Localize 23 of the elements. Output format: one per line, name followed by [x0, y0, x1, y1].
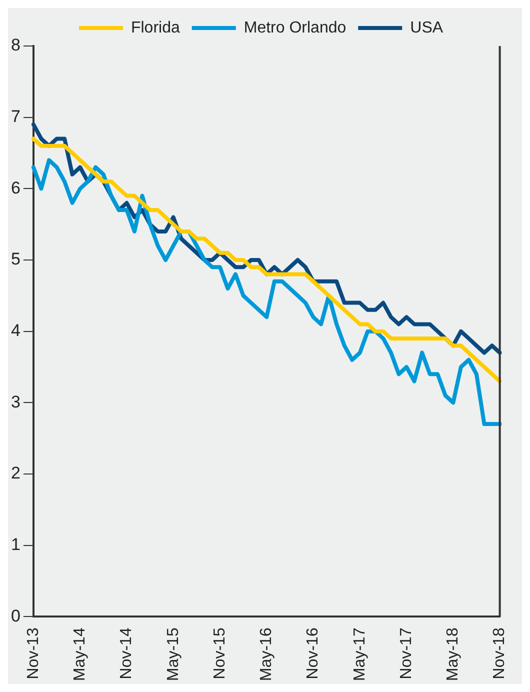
x-tick-label: May-15 [164, 628, 182, 682]
x-tick-label: Nov-15 [211, 628, 228, 680]
y-tick-label: 1 [10, 535, 20, 554]
y-tick-label: 3 [10, 392, 20, 412]
y-tick-label: 2 [10, 464, 20, 483]
y-tick-label: 8 [10, 36, 20, 55]
x-tick-label: May-18 [444, 628, 462, 682]
x-tick-label: Nov-13 [24, 628, 42, 680]
x-tick-label: May-17 [351, 628, 368, 682]
x-tick-label: Nov-18 [491, 628, 508, 680]
y-tick-label: 7 [10, 107, 20, 126]
y-tick-label: 6 [10, 178, 20, 198]
legend-label: Metro Orlando [244, 19, 346, 36]
y-tick-label: 4 [10, 321, 20, 340]
x-tick-label: Nov-17 [398, 628, 415, 680]
x-tick-label: Nov-16 [304, 628, 322, 680]
x-tick-label: May-16 [258, 628, 276, 682]
x-tick-label: May-14 [71, 628, 88, 682]
y-tick-label: 0 [10, 606, 20, 626]
x-tick-label: Nov-14 [118, 628, 136, 680]
legend-label: USA [410, 19, 444, 36]
y-tick-label: 5 [10, 250, 20, 269]
legend-label: Florida [130, 19, 180, 36]
